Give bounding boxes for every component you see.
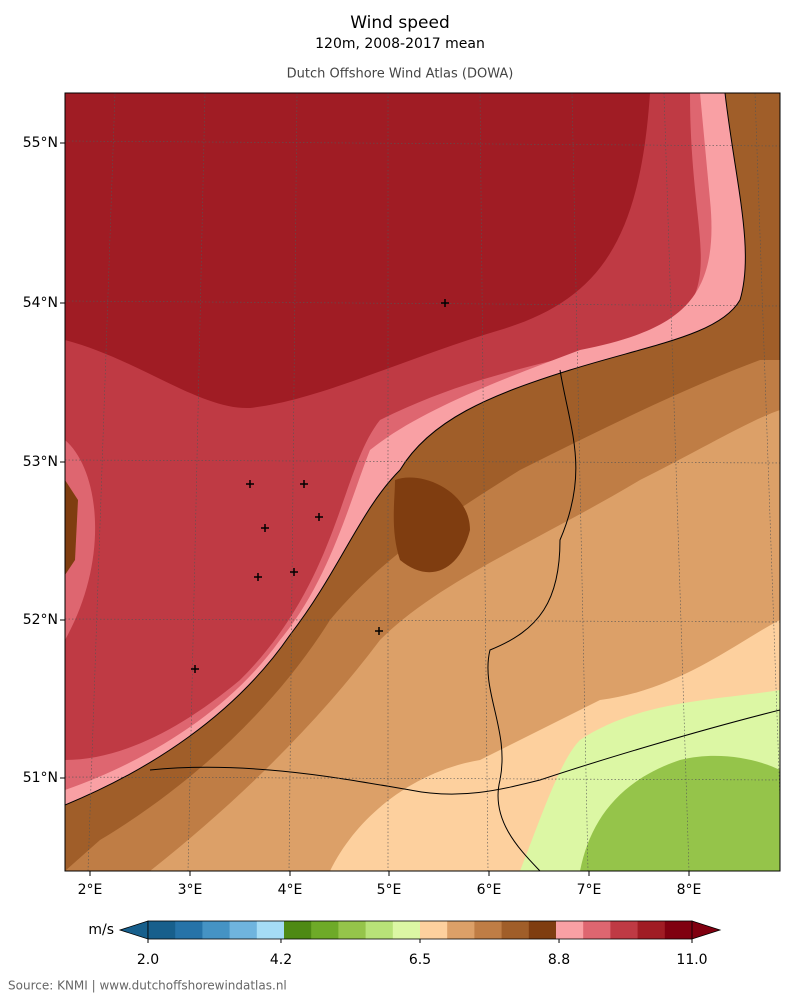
subtitle: 120m, 2008-2017 mean bbox=[315, 36, 485, 52]
colorbar-extension bbox=[691, 920, 722, 940]
colorbar-segment bbox=[148, 921, 176, 939]
colorbar-segment bbox=[664, 921, 693, 939]
colorbar-segment bbox=[501, 921, 530, 939]
map bbox=[65, 93, 780, 871]
colorbar-unit: m/s bbox=[88, 922, 114, 938]
colorbar-segment bbox=[528, 921, 557, 939]
colorbar-segment bbox=[474, 921, 503, 939]
lon-label: 7°E bbox=[577, 882, 602, 898]
lat-label: 52°N bbox=[23, 612, 58, 628]
lat-label: 51°N bbox=[23, 770, 58, 786]
colorbar-segment bbox=[256, 921, 285, 939]
lat-label: 54°N bbox=[23, 295, 58, 311]
colorbar-segment bbox=[637, 921, 666, 939]
colorbar-segment bbox=[556, 921, 584, 939]
border bbox=[149, 709, 780, 795]
lon-label: 4°E bbox=[278, 882, 303, 898]
colorbar-tick-label: 2.0 bbox=[137, 952, 159, 968]
title: Wind speed bbox=[350, 13, 450, 33]
coastline bbox=[65, 93, 746, 806]
colorbar-segment bbox=[175, 921, 203, 939]
lake bbox=[393, 477, 470, 573]
colorbar-segment bbox=[420, 921, 448, 939]
lat-label: 55°N bbox=[23, 135, 58, 151]
colorbar-segment bbox=[284, 921, 312, 939]
colorbar-segment bbox=[202, 921, 231, 939]
colorbar-tick-label: 4.2 bbox=[270, 952, 292, 968]
colorbar-tick-label: 6.5 bbox=[409, 952, 431, 968]
footer: Source: KNMI | www.dutchoffshorewindatla… bbox=[8, 979, 287, 993]
land-band bbox=[580, 755, 780, 871]
lon-label: 2°E bbox=[78, 882, 103, 898]
colorbar-segment bbox=[365, 921, 394, 939]
graticule bbox=[65, 93, 780, 871]
colorbar-segment bbox=[392, 921, 421, 939]
colorbar-segment bbox=[447, 921, 475, 939]
stations bbox=[191, 299, 449, 673]
lat-label: 53°N bbox=[23, 454, 58, 470]
source-name: Dutch Offshore Wind Atlas (DOWA) bbox=[287, 67, 514, 82]
land bbox=[65, 480, 78, 575]
border bbox=[487, 369, 577, 871]
colorbar-segment bbox=[583, 921, 611, 939]
lon-label: 5°E bbox=[377, 882, 402, 898]
colorbar-extension bbox=[118, 920, 149, 940]
lon-label: 6°E bbox=[477, 882, 502, 898]
lon-label: 3°E bbox=[178, 882, 203, 898]
map-frame bbox=[64, 92, 781, 872]
lon-label: 8°E bbox=[677, 882, 702, 898]
colorbar-segment bbox=[311, 921, 339, 939]
colorbar-tick-label: 8.8 bbox=[548, 952, 570, 968]
colorbar-segment bbox=[610, 921, 639, 939]
colorbar-tick-label: 11.0 bbox=[676, 952, 707, 968]
colorbar-segment bbox=[229, 921, 258, 939]
colorbar-segment bbox=[338, 921, 367, 939]
